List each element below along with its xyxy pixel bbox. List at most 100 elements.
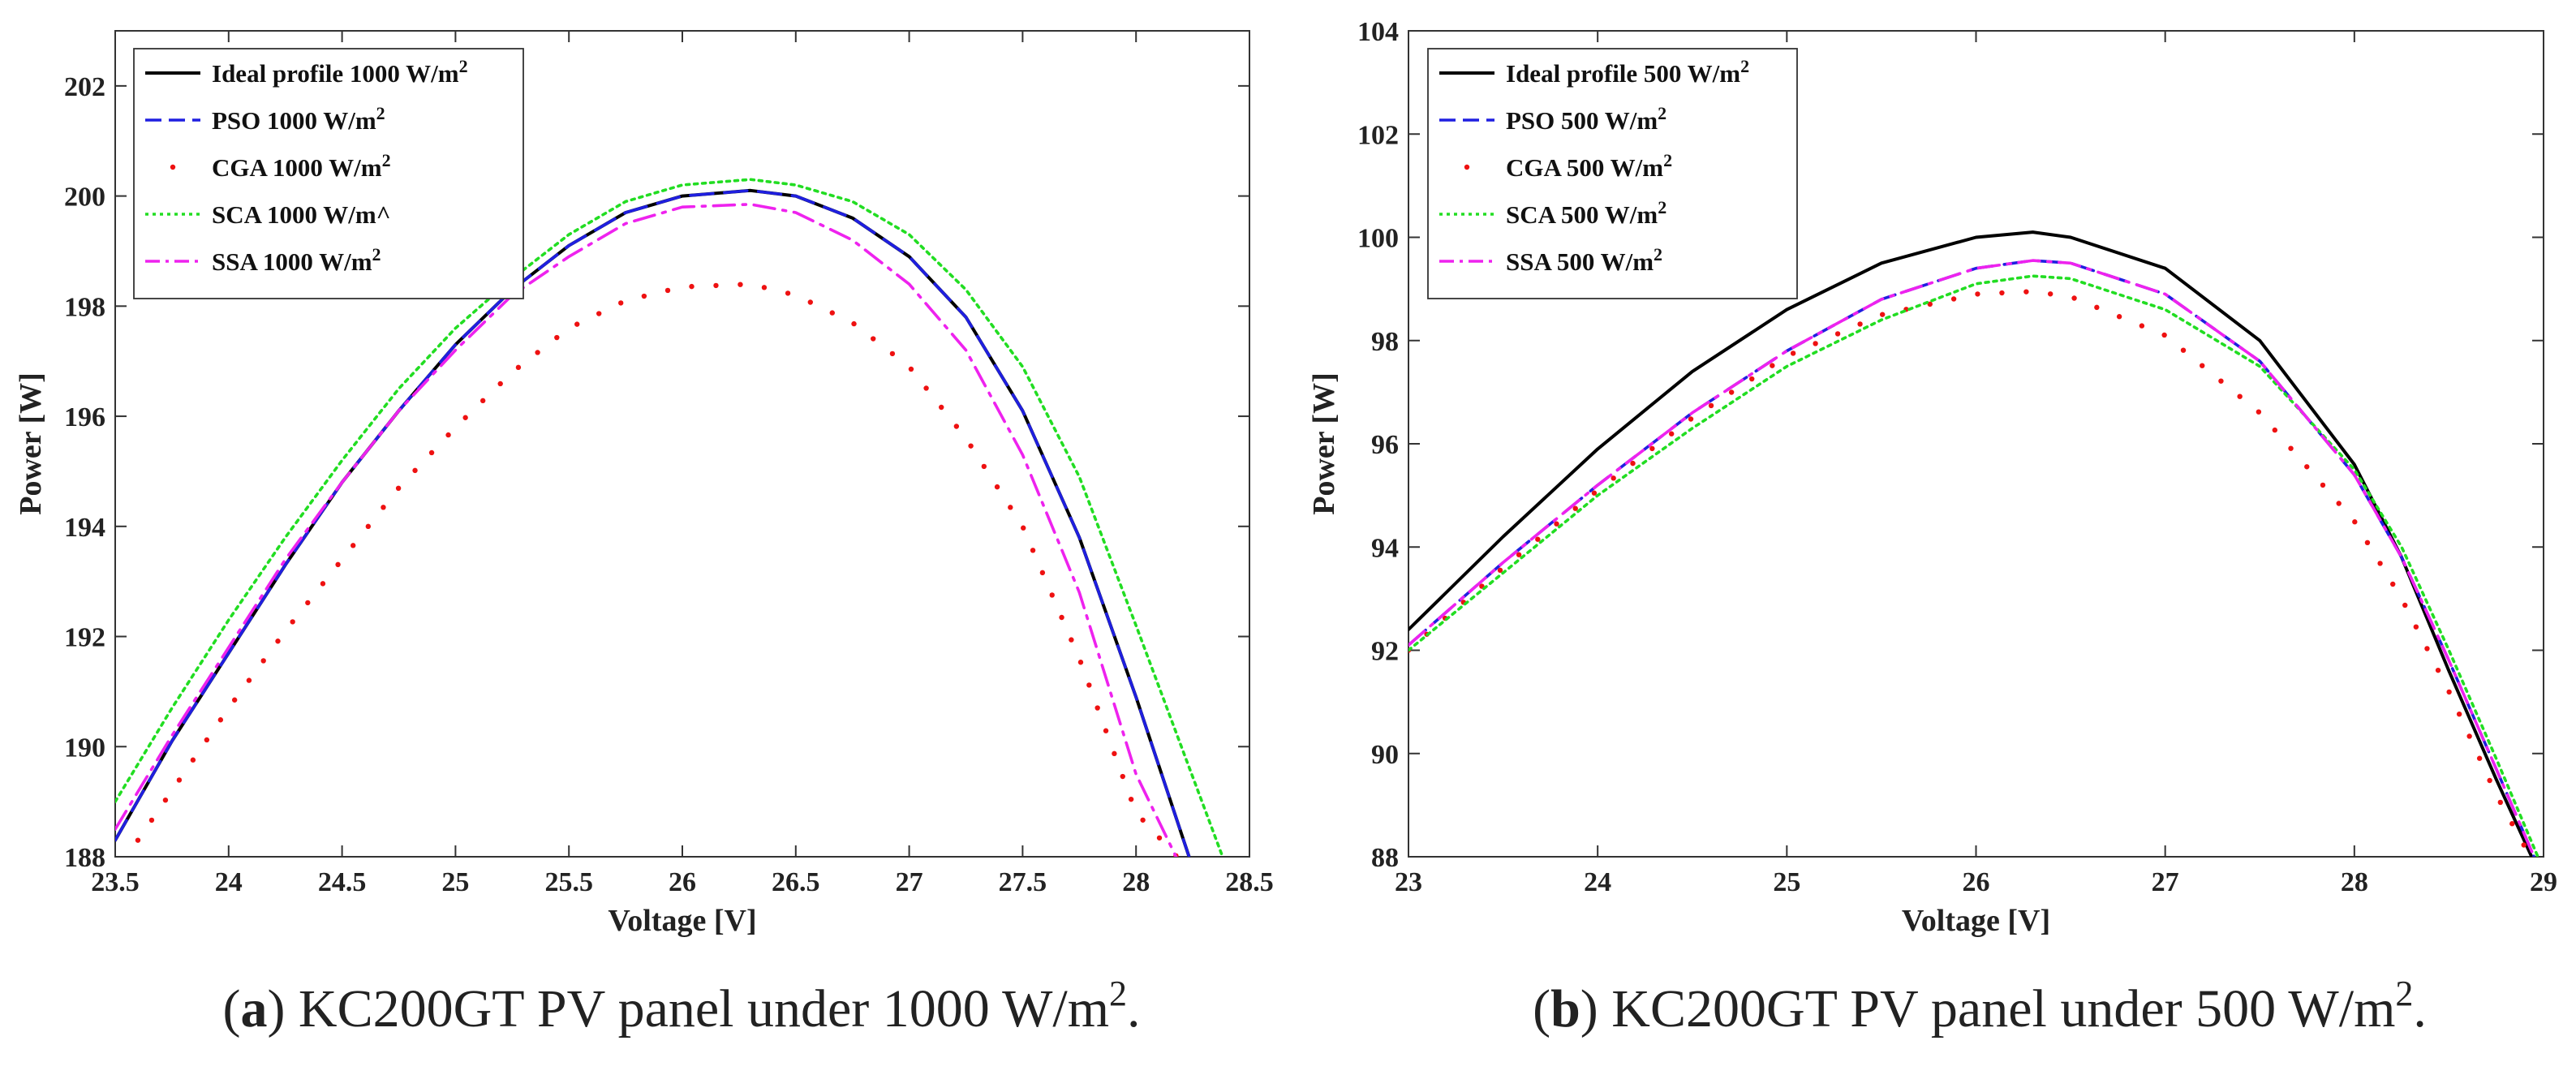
data-point xyxy=(204,737,210,743)
data-point xyxy=(445,432,451,438)
data-point xyxy=(1572,505,1578,511)
data-point xyxy=(1128,796,1134,802)
data-point xyxy=(2413,624,2419,630)
legend-swatch xyxy=(1464,164,1470,170)
data-point xyxy=(1749,376,1755,382)
data-point xyxy=(617,300,624,306)
data-point xyxy=(2180,347,2187,353)
data-point xyxy=(2071,295,2077,301)
data-point xyxy=(497,381,503,387)
data-point xyxy=(1103,728,1109,733)
legend: Ideal profile 500 W/m2 PSO 500 W/m2 CGA 50… xyxy=(1427,48,1798,299)
data-point xyxy=(761,285,768,290)
y-axis-label: Power [W] xyxy=(14,372,48,515)
data-point xyxy=(851,320,857,327)
data-point xyxy=(1668,431,1675,436)
y-tick-label: 192 xyxy=(64,623,105,653)
data-point xyxy=(260,658,266,664)
y-tick-label: 94 xyxy=(1371,533,1399,563)
figure-caption: (b) KC200GT PV panel under 500 W/m2. xyxy=(1533,974,2427,1038)
x-tick-label: 26 xyxy=(1963,867,1990,897)
data-point xyxy=(462,415,468,420)
data-point xyxy=(2521,842,2527,848)
data-point xyxy=(1140,817,1146,823)
data-point xyxy=(320,581,326,587)
data-point xyxy=(953,424,960,429)
data-point xyxy=(994,484,1000,490)
data-point xyxy=(2336,501,2342,506)
data-point xyxy=(1927,301,1933,307)
data-point xyxy=(412,467,418,474)
data-point xyxy=(305,600,311,606)
y-tick-label: 92 xyxy=(1371,637,1399,667)
data-point xyxy=(190,757,196,763)
data-point xyxy=(1077,660,1084,665)
data-point xyxy=(1688,416,1694,422)
data-point xyxy=(871,336,876,342)
chart-panel-a: 23.5 24 24.5 25 25.5 26 26.5 27 27.5 28 28.5 188 190… xyxy=(14,30,1274,1038)
data-point xyxy=(135,837,141,843)
data-point xyxy=(2161,332,2167,338)
data-point xyxy=(1728,389,1735,395)
data-point xyxy=(738,282,743,287)
x-tick-label: 27 xyxy=(2152,867,2179,897)
x-tick-label: 26.5 xyxy=(772,867,820,897)
x-tick-label: 28 xyxy=(2341,867,2368,897)
x-tick-label: 25.5 xyxy=(544,867,593,897)
x-tick-label: 29 xyxy=(2530,867,2557,897)
y-tick-label: 198 xyxy=(64,292,105,322)
y-tick-label: 104 xyxy=(1357,17,1399,47)
data-point xyxy=(2288,445,2294,451)
data-point xyxy=(1049,592,1055,598)
data-point xyxy=(290,619,295,625)
data-point xyxy=(2377,561,2383,566)
x-tick-label: 28.5 xyxy=(1225,867,1274,897)
figure-caption: (a) KC200GT PV panel under 1000 W/m2. xyxy=(222,974,1140,1038)
data-point xyxy=(1999,290,2005,296)
data-point xyxy=(713,282,719,289)
data-point xyxy=(231,697,238,703)
data-point xyxy=(2094,304,2100,311)
y-tick-label: 190 xyxy=(64,733,105,763)
data-point xyxy=(664,287,671,294)
data-point xyxy=(923,385,929,391)
data-point xyxy=(2237,393,2243,399)
y-tick-label: 202 xyxy=(64,72,105,102)
data-point xyxy=(162,797,169,803)
data-point xyxy=(1535,536,1541,542)
legend-entry-label: PSO 1000 W/m2 xyxy=(212,103,385,135)
data-point xyxy=(1497,567,1503,574)
data-point xyxy=(2200,363,2205,368)
data-point xyxy=(2218,378,2224,384)
x-axis-label: Voltage [V] xyxy=(608,904,756,938)
data-point xyxy=(2256,409,2262,415)
x-tick-label: 24 xyxy=(215,867,243,897)
data-point xyxy=(176,777,183,783)
y-tick-label: 98 xyxy=(1371,327,1399,357)
data-point xyxy=(2390,581,2396,587)
data-point xyxy=(2476,755,2483,761)
x-tick-label: 23.5 xyxy=(91,867,140,897)
data-point xyxy=(428,449,435,456)
data-point xyxy=(1112,750,1117,757)
data-point xyxy=(1554,521,1559,527)
data-point xyxy=(939,404,944,411)
x-tick-label: 23 xyxy=(1395,867,1422,897)
x-tick-label: 27.5 xyxy=(999,867,1047,897)
y-tick-label: 194 xyxy=(64,513,105,543)
legend-entry-label: Ideal profile 500 W/m2 xyxy=(1506,56,1749,88)
y-axis-label: Power [W] xyxy=(1307,372,1341,515)
data-point xyxy=(275,639,281,644)
data-point xyxy=(689,283,695,290)
legend-entry-label: SSA 500 W/m2 xyxy=(1506,244,1662,276)
data-point xyxy=(1975,291,1980,297)
legend-swatch xyxy=(170,164,176,170)
data-point xyxy=(515,364,522,371)
y-tick-label: 90 xyxy=(1371,740,1399,770)
data-point xyxy=(2446,689,2452,695)
y-tick-label: 96 xyxy=(1371,430,1399,460)
data-point xyxy=(365,523,372,530)
data-point xyxy=(1069,637,1074,643)
x-tick-label: 25 xyxy=(441,867,469,897)
